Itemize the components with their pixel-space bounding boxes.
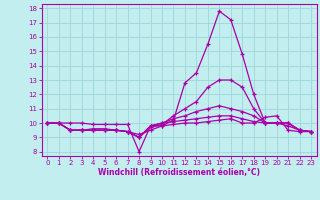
X-axis label: Windchill (Refroidissement éolien,°C): Windchill (Refroidissement éolien,°C) bbox=[98, 168, 260, 177]
